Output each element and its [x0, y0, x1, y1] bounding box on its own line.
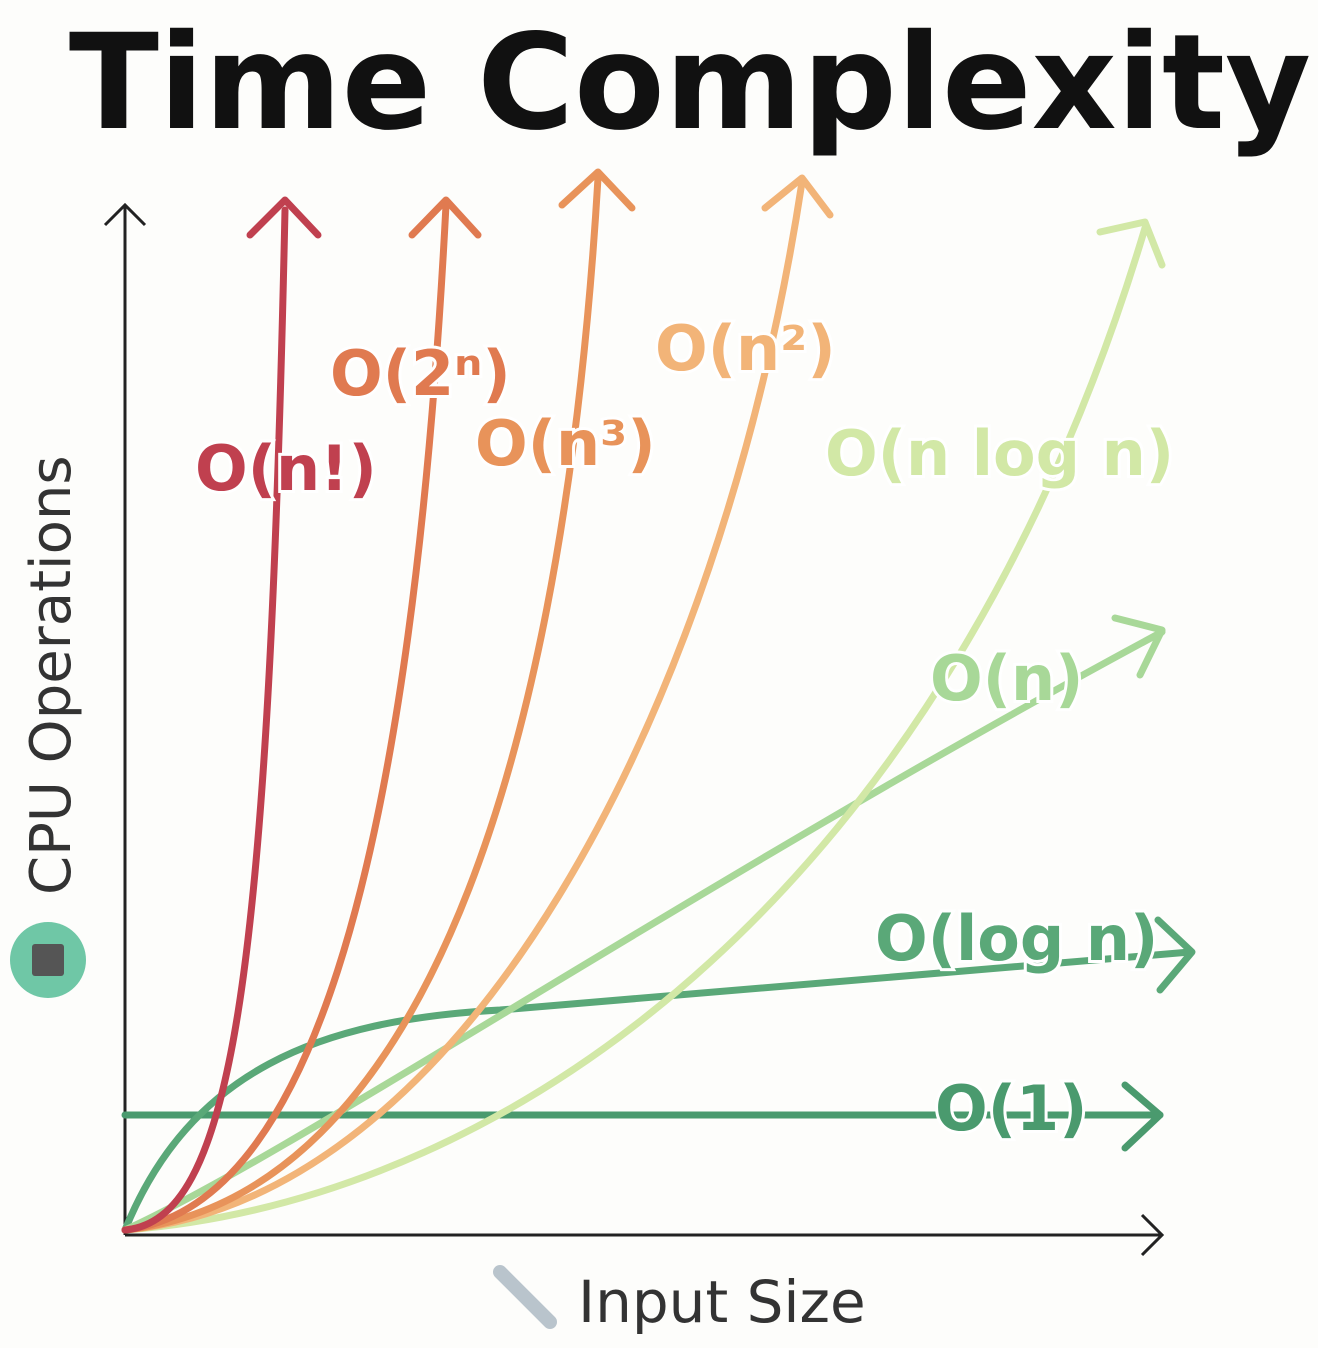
curve-2n — [121, 196, 482, 1234]
x-axis-label: Input Size — [578, 1268, 866, 1336]
ruler-icon — [493, 1265, 557, 1329]
axes — [103, 202, 1165, 1257]
curve-label: O(1) — [935, 1072, 1088, 1145]
title: Time Complexity — [69, 6, 1311, 160]
y-axis-label: CPU Operations — [19, 455, 84, 895]
curve-label: O(n!) — [195, 432, 377, 505]
curve-label: O(n²) — [655, 312, 836, 385]
cpu-icon — [10, 922, 86, 998]
curve-n3 — [121, 168, 636, 1234]
curve-label: O(2ⁿ) — [330, 337, 511, 410]
x-arrow — [1140, 1213, 1165, 1257]
curve-nfact — [121, 196, 322, 1234]
curve-label: O(n log n) — [825, 417, 1174, 490]
curve-n2 — [121, 174, 834, 1234]
curve-label: O(log n) — [875, 902, 1158, 975]
curve-label: O(n³) — [475, 407, 656, 480]
curve-log — [121, 916, 1196, 1234]
curve-o1 — [121, 1081, 1164, 1152]
y-arrow — [103, 202, 147, 227]
curve-nlogn — [121, 218, 1166, 1234]
curve-label: O(n) — [930, 642, 1084, 715]
